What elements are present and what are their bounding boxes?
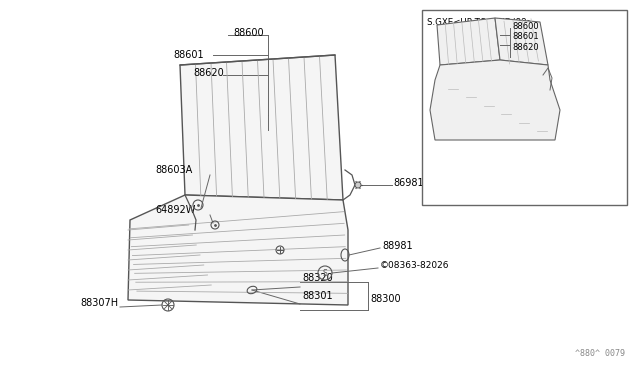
Text: 88307H: 88307H	[80, 298, 118, 308]
Text: S: S	[323, 269, 328, 278]
Polygon shape	[495, 18, 548, 65]
Text: 88981: 88981	[382, 241, 413, 251]
Polygon shape	[430, 60, 560, 140]
Text: 88301: 88301	[302, 291, 333, 301]
Text: S.GXE<UP TO JUNE '88>: S.GXE<UP TO JUNE '88>	[427, 18, 534, 27]
Polygon shape	[180, 55, 343, 200]
Text: 88300: 88300	[370, 294, 401, 304]
Text: 88603A: 88603A	[155, 165, 192, 175]
Text: 86981P: 86981P	[393, 178, 429, 188]
Circle shape	[355, 182, 361, 188]
Text: 88620: 88620	[193, 68, 224, 78]
Text: 88320: 88320	[302, 273, 333, 283]
Text: ^880^ 0079: ^880^ 0079	[575, 349, 625, 358]
Text: ©08363-82026: ©08363-82026	[380, 262, 449, 270]
Text: 64892W: 64892W	[155, 205, 195, 215]
Text: 88601: 88601	[512, 32, 539, 41]
Text: 88600: 88600	[233, 28, 264, 38]
Bar	[422, 10, 627, 205]
Polygon shape	[128, 195, 348, 305]
Text: 88620: 88620	[512, 43, 539, 52]
Text: 88601: 88601	[173, 50, 204, 60]
Polygon shape	[437, 18, 500, 65]
Text: 88600: 88600	[512, 22, 539, 31]
